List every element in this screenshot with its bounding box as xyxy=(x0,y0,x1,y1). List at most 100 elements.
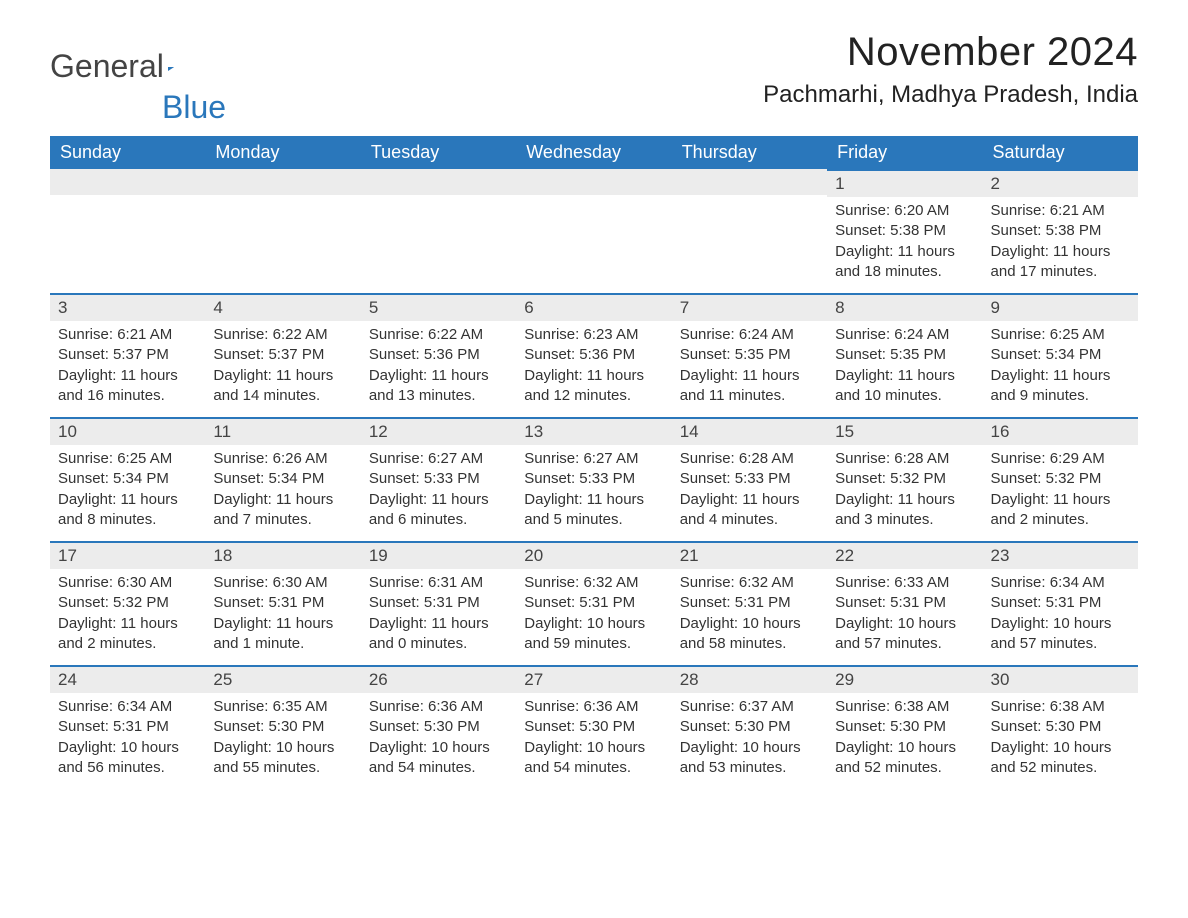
sunset-text: Sunset: 5:31 PM xyxy=(369,593,508,613)
sunset-text: Sunset: 5:37 PM xyxy=(58,345,197,365)
calendar-cell: 11 Sunrise: 6:26 AMSunset: 5:34 PMDayligh… xyxy=(205,417,360,541)
day-number: 26 xyxy=(361,665,516,693)
daylight-text: Daylight: 11 hours and 10 minutes. xyxy=(835,366,974,407)
day-number: 4 xyxy=(205,293,360,321)
sunset-text: Sunset: 5:30 PM xyxy=(680,717,819,737)
calendar-cell: 4 Sunrise: 6:22 AMSunset: 5:37 PMDaylight… xyxy=(205,293,360,417)
day-content: Sunrise: 6:36 AMSunset: 5:30 PMDaylight:… xyxy=(361,693,516,784)
daylight-text: Daylight: 10 hours and 52 minutes. xyxy=(991,738,1130,779)
sunset-text: Sunset: 5:38 PM xyxy=(991,221,1130,241)
day-number: 29 xyxy=(827,665,982,693)
day-header: Sunday xyxy=(50,136,205,169)
day-content: Sunrise: 6:36 AMSunset: 5:30 PMDaylight:… xyxy=(516,693,671,784)
day-number: 3 xyxy=(50,293,205,321)
empty-day-bar xyxy=(672,169,827,195)
day-number: 18 xyxy=(205,541,360,569)
day-number: 23 xyxy=(983,541,1138,569)
calendar-cell: 9Sunrise: 6:25 AMSunset: 5:34 PMDaylight… xyxy=(983,293,1138,417)
calendar-week: 10Sunrise: 6:25 AMSunset: 5:34 PMDayligh… xyxy=(50,417,1138,541)
daylight-text: Daylight: 11 hours and 4 minutes. xyxy=(680,490,819,531)
calendar-cell xyxy=(516,169,671,293)
calendar-cell xyxy=(205,169,360,293)
day-header: Tuesday xyxy=(361,136,516,169)
sunset-text: Sunset: 5:30 PM xyxy=(835,717,974,737)
daylight-text: Daylight: 11 hours and 7 minutes. xyxy=(213,490,352,531)
calendar-cell: 10Sunrise: 6:25 AMSunset: 5:34 PMDayligh… xyxy=(50,417,205,541)
sunset-text: Sunset: 5:30 PM xyxy=(524,717,663,737)
day-number: 17 xyxy=(50,541,205,569)
day-number: 12 xyxy=(361,417,516,445)
sunrise-text: Sunrise: 6:22 AM xyxy=(213,325,352,345)
day-content: Sunrise: 6:32 AMSunset: 5:31 PMDaylight:… xyxy=(672,569,827,660)
brand-name-2: Blue xyxy=(162,89,226,125)
brand-logo: General xyxy=(50,30,202,85)
sunrise-text: Sunrise: 6:38 AM xyxy=(991,697,1130,717)
daylight-text: Daylight: 11 hours and 6 minutes. xyxy=(369,490,508,531)
sunrise-text: Sunrise: 6:28 AM xyxy=(835,449,974,469)
daylight-text: Daylight: 10 hours and 56 minutes. xyxy=(58,738,197,779)
sunrise-text: Sunrise: 6:36 AM xyxy=(524,697,663,717)
sunset-text: Sunset: 5:33 PM xyxy=(680,469,819,489)
sunrise-text: Sunrise: 6:25 AM xyxy=(58,449,197,469)
calendar-cell: 24Sunrise: 6:34 AMSunset: 5:31 PMDayligh… xyxy=(50,665,205,789)
day-content: Sunrise: 6:35 AMSunset: 5:30 PMDaylight:… xyxy=(205,693,360,784)
calendar-cell: 1Sunrise: 6:20 AMSunset: 5:38 PMDaylight… xyxy=(827,169,982,293)
calendar-cell: 6Sunrise: 6:23 AMSunset: 5:36 PMDaylight… xyxy=(516,293,671,417)
calendar-cell: 29Sunrise: 6:38 AMSunset: 5:30 PMDayligh… xyxy=(827,665,982,789)
day-number: 8 xyxy=(827,293,982,321)
calendar-cell: 21Sunrise: 6:32 AMSunset: 5:31 PMDayligh… xyxy=(672,541,827,665)
calendar-cell: 25Sunrise: 6:35 AMSunset: 5:30 PMDayligh… xyxy=(205,665,360,789)
sunrise-text: Sunrise: 6:32 AM xyxy=(680,573,819,593)
daylight-text: Daylight: 11 hours and 11 minutes. xyxy=(680,366,819,407)
calendar-cell: 3Sunrise: 6:21 AMSunset: 5:37 PMDaylight… xyxy=(50,293,205,417)
day-number: 13 xyxy=(516,417,671,445)
day-number: 14 xyxy=(672,417,827,445)
calendar-cell: 7Sunrise: 6:24 AMSunset: 5:35 PMDaylight… xyxy=(672,293,827,417)
sunset-text: Sunset: 5:33 PM xyxy=(524,469,663,489)
day-content: Sunrise: 6:24 AMSunset: 5:35 PMDaylight:… xyxy=(672,321,827,412)
daylight-text: Daylight: 11 hours and 5 minutes. xyxy=(524,490,663,531)
sunset-text: Sunset: 5:35 PM xyxy=(680,345,819,365)
sunset-text: Sunset: 5:36 PM xyxy=(369,345,508,365)
day-header-row: SundayMondayTuesdayWednesdayThursdayFrid… xyxy=(50,136,1138,169)
day-number: 20 xyxy=(516,541,671,569)
empty-day-bar xyxy=(516,169,671,195)
calendar-cell xyxy=(361,169,516,293)
day-number: 28 xyxy=(672,665,827,693)
day-content: Sunrise: 6:27 AMSunset: 5:33 PMDaylight:… xyxy=(516,445,671,536)
day-content: Sunrise: 6:31 AMSunset: 5:31 PMDaylight:… xyxy=(361,569,516,660)
daylight-text: Daylight: 10 hours and 52 minutes. xyxy=(835,738,974,779)
day-content: Sunrise: 6:37 AMSunset: 5:30 PMDaylight:… xyxy=(672,693,827,784)
sunset-text: Sunset: 5:34 PM xyxy=(991,345,1130,365)
day-number: 11 xyxy=(205,417,360,445)
sunrise-text: Sunrise: 6:31 AM xyxy=(369,573,508,593)
calendar-cell: 30Sunrise: 6:38 AMSunset: 5:30 PMDayligh… xyxy=(983,665,1138,789)
sunset-text: Sunset: 5:34 PM xyxy=(213,469,352,489)
calendar-cell: 28Sunrise: 6:37 AMSunset: 5:30 PMDayligh… xyxy=(672,665,827,789)
day-header: Thursday xyxy=(672,136,827,169)
day-content: Sunrise: 6:27 AMSunset: 5:33 PMDaylight:… xyxy=(361,445,516,536)
title-block: November 2024 Pachmarhi, Madhya Pradesh,… xyxy=(763,30,1138,109)
daylight-text: Daylight: 10 hours and 57 minutes. xyxy=(991,614,1130,655)
daylight-text: Daylight: 10 hours and 55 minutes. xyxy=(213,738,352,779)
day-content: Sunrise: 6:38 AMSunset: 5:30 PMDaylight:… xyxy=(827,693,982,784)
sunrise-text: Sunrise: 6:33 AM xyxy=(835,573,974,593)
brand-name-1: General xyxy=(50,48,164,85)
sunrise-text: Sunrise: 6:30 AM xyxy=(58,573,197,593)
day-content: Sunrise: 6:28 AMSunset: 5:32 PMDaylight:… xyxy=(827,445,982,536)
day-number: 25 xyxy=(205,665,360,693)
daylight-text: Daylight: 10 hours and 59 minutes. xyxy=(524,614,663,655)
day-content: Sunrise: 6:30 AMSunset: 5:31 PMDaylight:… xyxy=(205,569,360,660)
daylight-text: Daylight: 10 hours and 53 minutes. xyxy=(680,738,819,779)
sunset-text: Sunset: 5:37 PM xyxy=(213,345,352,365)
sunrise-text: Sunrise: 6:23 AM xyxy=(524,325,663,345)
month-title: November 2024 xyxy=(763,30,1138,75)
calendar-cell: 23Sunrise: 6:34 AMSunset: 5:31 PMDayligh… xyxy=(983,541,1138,665)
sunset-text: Sunset: 5:32 PM xyxy=(835,469,974,489)
calendar-week: 24Sunrise: 6:34 AMSunset: 5:31 PMDayligh… xyxy=(50,665,1138,789)
sunrise-text: Sunrise: 6:26 AM xyxy=(213,449,352,469)
sunrise-text: Sunrise: 6:22 AM xyxy=(369,325,508,345)
daylight-text: Daylight: 11 hours and 14 minutes. xyxy=(213,366,352,407)
daylight-text: Daylight: 11 hours and 9 minutes. xyxy=(991,366,1130,407)
sunrise-text: Sunrise: 6:24 AM xyxy=(680,325,819,345)
